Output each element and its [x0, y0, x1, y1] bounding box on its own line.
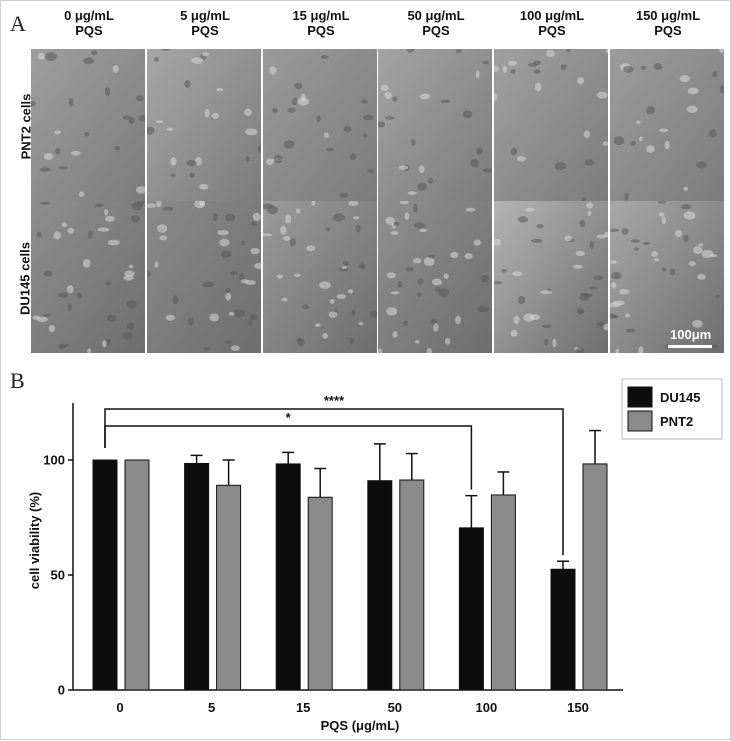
x-tick-label: 15 [296, 700, 310, 715]
significance-label: * [286, 410, 292, 425]
legend-swatch [627, 410, 653, 432]
bar-pnt2 [124, 459, 150, 691]
legend-swatch [627, 386, 653, 408]
chart-bars [92, 429, 608, 691]
legend-label: DU145 [660, 390, 700, 405]
bar-du145 [367, 480, 393, 691]
significance-brackets: ***** [104, 393, 564, 556]
micrograph-image [147, 49, 261, 201]
x-tick-label: 50 [388, 700, 402, 715]
micrograph-image [31, 201, 145, 353]
concentration-header: 5 μg/mL PQS [147, 8, 263, 38]
bar-du145 [184, 462, 210, 691]
bar-du145 [550, 568, 576, 691]
concentration-dose: 15 μg/mL [292, 8, 350, 23]
concentration-agent: PQS [191, 23, 219, 38]
micrograph-image [494, 201, 608, 353]
y-tick-label: 100 [43, 453, 65, 468]
bar-pnt2 [490, 494, 516, 691]
x-axis-label: PQS (μg/mL) [321, 718, 400, 733]
concentration-agent: PQS [75, 23, 103, 38]
significance-bracket [104, 408, 564, 556]
bar-pnt2 [582, 463, 608, 691]
chart-axes: 0 50 100 cell viability (%) PQS (μg/mL) 0 5 15 5… [27, 403, 623, 733]
panel-a-letter: A [10, 11, 26, 36]
concentration-agent: PQS [654, 23, 682, 38]
concentration-dose: 150 μg/mL [635, 8, 701, 23]
concentration-dose: 50 μg/mL [407, 8, 465, 23]
micrograph-image [610, 201, 724, 353]
bar-pnt2 [307, 496, 333, 691]
bar-du145 [275, 463, 301, 691]
x-tick-label: 150 [567, 700, 589, 715]
micrograph-image [263, 201, 377, 353]
concentration-agent: PQS [538, 23, 566, 38]
x-tick-label: 0 [116, 700, 123, 715]
concentration-header: 50 μg/mL PQS [378, 8, 494, 38]
micrograph-image [263, 49, 377, 201]
micrograph-image [147, 201, 261, 353]
y-tick-label: 0 [58, 683, 65, 698]
chart-legend: DU145 PNT2 [621, 378, 723, 440]
legend-label: PNT2 [660, 414, 693, 429]
y-axis-label: cell viability (%) [27, 492, 42, 590]
concentration-header: 150 μg/mL PQS [610, 8, 726, 38]
y-tick-label: 50 [51, 568, 65, 583]
scale-bar-label: 100μm [670, 327, 712, 342]
scale-bar [668, 345, 712, 348]
concentration-dose: 0 μg/mL [64, 8, 114, 23]
bar-pnt2 [399, 479, 425, 691]
viability-bar-chart: 0 50 100 cell viability (%) PQS (μg/mL) 0 5 15 5… [27, 378, 723, 733]
bar-pnt2 [216, 484, 242, 691]
x-tick-label: 5 [208, 700, 215, 715]
micrograph-image [494, 49, 608, 201]
micrograph-image [31, 49, 145, 201]
concentration-header: 100 μg/mL PQS [494, 8, 610, 38]
concentration-header: 0 μg/mL PQS [31, 8, 147, 38]
concentration-dose: 5 μg/mL [180, 8, 230, 23]
concentration-header: 15 μg/mL PQS [263, 8, 379, 38]
micrograph-image [378, 49, 492, 201]
concentration-agent: PQS [307, 23, 335, 38]
bar-du145 [92, 459, 118, 691]
concentration-dose: 100 μg/mL [519, 8, 585, 23]
concentration-agent: PQS [422, 23, 450, 38]
x-tick-label: 100 [476, 700, 498, 715]
bar-du145 [458, 527, 484, 691]
panel-b-letter: B [10, 368, 25, 393]
micrograph-image [378, 201, 492, 353]
significance-label: **** [324, 393, 345, 408]
micrograph-image [610, 49, 724, 201]
